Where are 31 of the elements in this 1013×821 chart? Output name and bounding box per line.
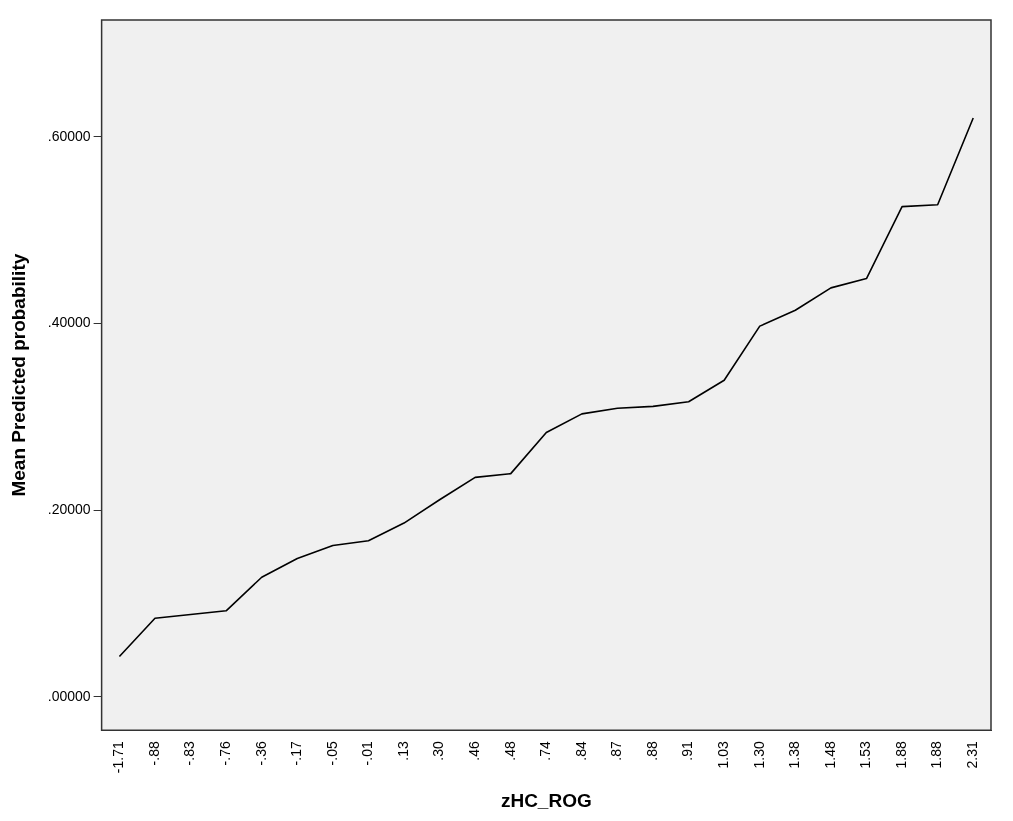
x-tick-label: 1.88 <box>928 741 945 769</box>
x-tick-label: .13 <box>394 741 411 761</box>
x-tick-label: 1.88 <box>892 741 909 769</box>
x-tick-label: 1.30 <box>750 741 767 769</box>
x-tick-label: .46 <box>466 741 483 761</box>
y-tick-label: .40000 <box>47 314 91 331</box>
x-tick-label: -.17 <box>288 741 305 766</box>
x-axis-title: zHC_ROG <box>500 789 592 811</box>
x-tick-label: 1.38 <box>786 741 803 769</box>
y-axis-title: Mean Predicted probability <box>7 253 29 497</box>
x-tick-label: -1.71 <box>110 741 127 774</box>
x-tick-label: .87 <box>608 741 625 761</box>
x-tick-label: .84 <box>572 741 589 761</box>
y-tick-label: .00000 <box>47 687 91 704</box>
x-tick-label: .74 <box>537 741 554 761</box>
x-tick-label: 2.31 <box>964 741 981 769</box>
y-tick-label: .60000 <box>47 127 91 144</box>
x-tick-label: 1.48 <box>821 741 838 769</box>
x-tick-label: -.83 <box>181 741 198 766</box>
x-tick-label: .30 <box>430 741 447 761</box>
x-tick-label: .91 <box>679 741 696 761</box>
x-tick-label: 1.03 <box>715 741 732 769</box>
x-tick-label: .88 <box>643 741 660 761</box>
x-tick-label: -.01 <box>359 741 376 766</box>
x-tick-label: -.05 <box>323 741 340 766</box>
x-tick-label: -.36 <box>252 741 269 766</box>
x-tick-label: -.88 <box>145 741 162 766</box>
x-tick-label: 1.53 <box>857 741 874 769</box>
x-tick-label: -.76 <box>216 741 233 766</box>
y-tick-label: .20000 <box>47 500 91 517</box>
x-tick-label: .48 <box>501 741 518 761</box>
